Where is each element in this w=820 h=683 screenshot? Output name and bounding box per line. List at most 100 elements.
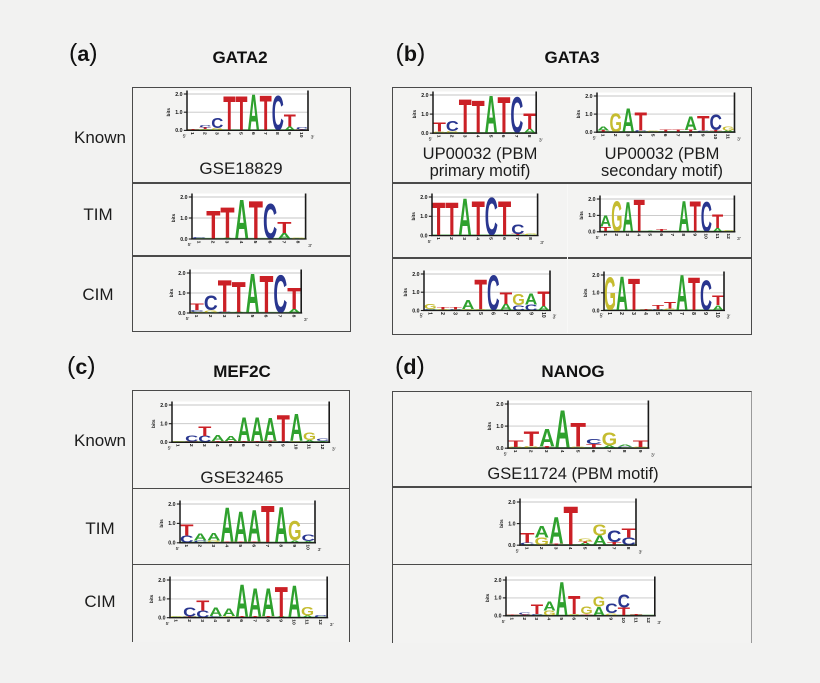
svg-text:A: A	[234, 188, 248, 251]
svg-text:G: G	[593, 595, 605, 611]
svg-text:T: T	[236, 86, 248, 141]
svg-text:1: 1	[435, 238, 441, 241]
svg-text:C: C	[296, 126, 308, 130]
svg-text:G: G	[580, 604, 592, 617]
svg-text:5′: 5′	[516, 548, 520, 554]
svg-text:C: C	[617, 447, 633, 449]
svg-text:A: A	[193, 532, 207, 543]
svg-text:3: 3	[624, 233, 630, 236]
svg-text:4: 4	[637, 133, 643, 136]
svg-text:A: A	[523, 128, 536, 135]
svg-text:T: T	[660, 129, 672, 133]
svg-text:2: 2	[619, 312, 625, 315]
svg-text:1: 1	[172, 619, 178, 622]
svg-text:2: 2	[613, 233, 619, 236]
svg-text:0.0: 0.0	[588, 230, 595, 236]
svg-text:1.0: 1.0	[160, 421, 167, 427]
svg-text:1: 1	[195, 241, 201, 244]
svg-text:9: 9	[699, 133, 705, 136]
svg-text:7: 7	[610, 546, 616, 549]
svg-text:A: A	[539, 424, 555, 452]
svg-text:1: 1	[508, 618, 514, 621]
svg-text:1.0: 1.0	[508, 521, 515, 527]
svg-text:T: T	[523, 109, 536, 135]
svg-text:G: G	[524, 234, 537, 237]
svg-text:C: C	[192, 236, 206, 239]
svg-text:3′: 3′	[539, 138, 543, 144]
svg-text:2.0: 2.0	[412, 272, 419, 278]
svg-text:1.0: 1.0	[176, 110, 183, 116]
svg-text:T: T	[224, 86, 236, 141]
svg-text:10: 10	[298, 132, 304, 138]
svg-text:0.0: 0.0	[421, 131, 428, 137]
svg-text:10: 10	[620, 618, 626, 624]
svg-text:C: C	[697, 130, 710, 132]
svg-text:10: 10	[703, 233, 709, 239]
svg-text:1.0: 1.0	[180, 216, 187, 222]
svg-text:T: T	[206, 203, 221, 249]
svg-text:A: A	[264, 411, 277, 448]
svg-text:C: C	[621, 535, 636, 547]
svg-text:A: A	[209, 606, 222, 620]
svg-text:4: 4	[567, 546, 573, 549]
svg-text:A: A	[543, 600, 555, 615]
svg-text:A: A	[602, 445, 618, 449]
svg-text:G: G	[664, 309, 676, 312]
svg-text:3: 3	[223, 241, 229, 244]
svg-text:C: C	[274, 264, 288, 324]
svg-text:A: A	[555, 399, 571, 461]
svg-text:T: T	[264, 440, 278, 443]
svg-text:9: 9	[607, 618, 613, 621]
svg-text:T: T	[635, 107, 648, 136]
svg-text:3: 3	[631, 312, 637, 315]
svg-text:8: 8	[621, 450, 627, 453]
svg-text:A: A	[284, 125, 296, 131]
svg-text:3: 3	[461, 238, 467, 241]
svg-text:T: T	[628, 270, 640, 321]
svg-text:G: G	[604, 267, 616, 321]
svg-text:C: C	[316, 437, 330, 441]
svg-text:2.0: 2.0	[158, 577, 165, 583]
svg-text:4: 4	[474, 135, 480, 138]
svg-text:T: T	[564, 495, 578, 557]
svg-text:C: C	[212, 116, 225, 132]
svg-text:C: C	[510, 89, 523, 145]
svg-text:6: 6	[501, 238, 507, 241]
svg-text:A: A	[622, 100, 634, 139]
svg-text:8: 8	[515, 312, 521, 315]
svg-text:4: 4	[643, 312, 649, 315]
svg-text:G: G	[446, 131, 459, 134]
svg-text:A: A	[238, 410, 251, 449]
svg-text:0.0: 0.0	[160, 440, 167, 446]
svg-text:C: C	[193, 540, 207, 544]
svg-text:C: C	[314, 614, 328, 619]
svg-text:A: A	[300, 615, 314, 618]
svg-text:T: T	[433, 121, 446, 135]
svg-text:5′: 5′	[504, 452, 508, 458]
svg-text:5: 5	[238, 132, 244, 135]
svg-text:C: C	[518, 613, 531, 616]
svg-text:1.0: 1.0	[593, 291, 600, 297]
svg-text:9: 9	[527, 312, 533, 315]
svg-text:6: 6	[662, 133, 668, 136]
svg-text:A: A	[462, 298, 475, 313]
svg-text:C: C	[272, 86, 284, 141]
svg-text:bits: bits	[403, 288, 409, 297]
svg-text:C: C	[190, 309, 204, 311]
svg-text:3′: 3′	[651, 453, 655, 459]
svg-text:A: A	[288, 540, 302, 544]
svg-text:G: G	[722, 125, 734, 132]
svg-text:0.0: 0.0	[178, 310, 185, 316]
svg-text:T: T	[524, 427, 540, 450]
svg-text:4: 4	[226, 132, 232, 135]
svg-text:C: C	[511, 222, 525, 237]
svg-text:C: C	[512, 304, 525, 313]
svg-text:3′: 3′	[737, 136, 741, 142]
svg-text:T: T	[274, 578, 287, 626]
svg-text:0.0: 0.0	[412, 308, 419, 314]
svg-text:T: T	[248, 190, 262, 251]
svg-text:bits: bits	[171, 214, 177, 223]
svg-text:A: A	[458, 189, 471, 248]
svg-text:T: T	[180, 523, 194, 540]
svg-text:9: 9	[286, 132, 292, 135]
